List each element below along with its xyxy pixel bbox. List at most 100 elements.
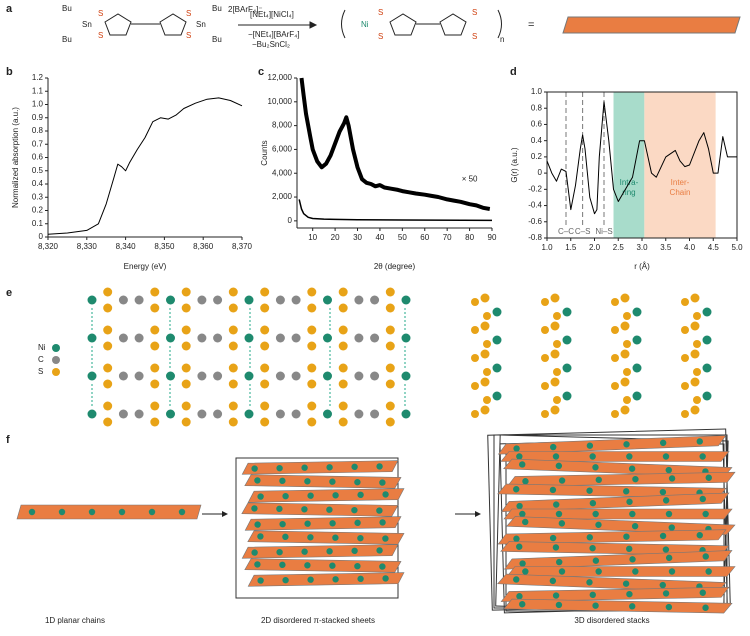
atom-s <box>611 354 619 362</box>
y-axis-label: G(r) (a.u.) <box>510 147 519 182</box>
atom-s <box>150 401 160 411</box>
chain <box>247 572 405 587</box>
atom-s <box>611 382 619 390</box>
chain-dot <box>354 519 361 527</box>
atom-ni <box>492 391 502 401</box>
atom-s <box>550 349 560 359</box>
chain-dot <box>351 547 358 555</box>
chain-dot <box>662 546 670 553</box>
x-tick-label: 3.5 <box>660 243 672 252</box>
chain-dot <box>623 533 630 540</box>
chain-dot <box>301 506 308 513</box>
x-tick-label: 3.0 <box>636 243 648 252</box>
arrow-head <box>309 21 318 29</box>
chain-dot <box>118 508 126 516</box>
chain-dot <box>659 488 667 496</box>
atom-c <box>118 409 128 419</box>
chain-dot <box>595 568 602 575</box>
chain-dot <box>516 593 523 600</box>
panel-a <box>104 9 741 39</box>
x-axis-label: 2θ (degree) <box>374 262 416 271</box>
y-tick-label: 1.0 <box>531 87 543 96</box>
atom-s <box>553 396 561 404</box>
panel-label: a <box>6 3 13 15</box>
x-tick-label: 8,350 <box>154 242 175 251</box>
chain-body <box>16 504 202 520</box>
atom-s <box>480 349 490 359</box>
chain-body <box>247 488 405 503</box>
y-tick-label: 0.2 <box>531 152 543 161</box>
atom-ni <box>323 371 332 381</box>
atom-c <box>134 333 144 343</box>
atom-ni <box>702 391 712 401</box>
chain-dot <box>622 580 630 587</box>
chain-dot <box>589 544 596 552</box>
atom-c <box>291 371 301 381</box>
atom-ni <box>562 391 572 401</box>
atom-s <box>228 363 238 373</box>
atom-s <box>307 363 317 373</box>
atom-s <box>553 340 561 348</box>
atom-ni <box>244 409 254 419</box>
x-tick-label: 1.5 <box>565 243 577 252</box>
atom: S <box>378 8 383 17</box>
atom-c <box>213 409 223 419</box>
atom-c <box>291 295 301 305</box>
panel-letters: a b c d e f <box>6 3 517 446</box>
atom-c <box>275 371 285 381</box>
byproduct: −Bu₂SnCl₂ <box>252 40 290 49</box>
subscript: n <box>500 35 504 44</box>
data-line <box>298 199 493 222</box>
chain-dot <box>28 508 36 516</box>
atom-s <box>181 287 191 297</box>
chain-body <box>506 566 736 577</box>
atom-s <box>385 341 395 351</box>
atom-c <box>197 371 207 381</box>
chain-dot <box>251 505 258 512</box>
atom-s <box>181 341 191 351</box>
chain <box>506 566 736 577</box>
atom-s <box>483 396 491 404</box>
chain-dot <box>379 563 386 570</box>
atom-ni <box>87 295 97 305</box>
chain-dot <box>556 558 563 566</box>
chain-dot <box>513 576 520 583</box>
atom-s <box>690 405 700 415</box>
atom-s <box>181 379 191 389</box>
panel-label: f <box>6 434 10 446</box>
atom-c <box>118 371 128 381</box>
chain-dot <box>549 486 557 494</box>
x-tick-label: 2.5 <box>613 243 625 252</box>
chain-dot <box>282 533 289 541</box>
atom-ni <box>401 333 411 343</box>
x-tick-label: 8,360 <box>193 242 214 251</box>
chain-dot <box>382 491 389 498</box>
atom-s <box>541 354 549 362</box>
chain-dot <box>326 464 333 471</box>
x-tick-label: 4.5 <box>708 243 720 252</box>
atom-s <box>483 340 491 348</box>
atom-s <box>681 410 689 418</box>
chain-dot <box>623 441 630 448</box>
atom-s <box>228 325 238 335</box>
y-tick-label: 0.8 <box>531 103 543 112</box>
atom-s <box>623 368 631 376</box>
atom: Ni <box>361 20 369 29</box>
chain-dot <box>592 557 600 564</box>
data-line <box>546 101 737 215</box>
chain-dot <box>379 479 386 486</box>
atom-ni <box>244 371 254 381</box>
atom-s <box>480 377 490 387</box>
atom-c <box>134 295 144 305</box>
atom-ni <box>492 307 502 317</box>
y-tick-label: 0 <box>538 168 543 177</box>
chain <box>500 586 730 602</box>
atom-ni <box>562 307 572 317</box>
atom-s <box>620 405 630 415</box>
atom-ni <box>323 409 332 419</box>
atom-s <box>471 410 479 418</box>
chain-dot <box>595 476 602 484</box>
chain-dot <box>586 579 593 586</box>
chain-dot <box>668 524 675 531</box>
